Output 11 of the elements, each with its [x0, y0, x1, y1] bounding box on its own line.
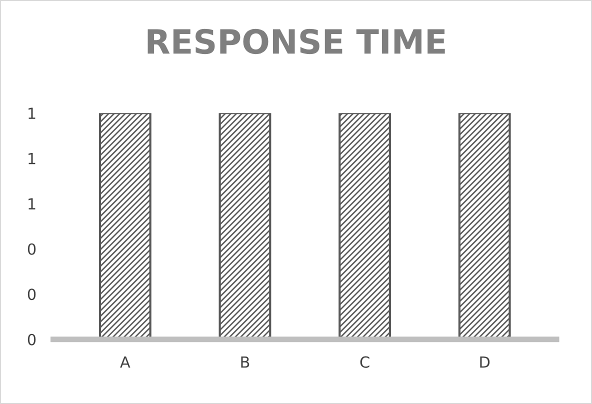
y-tick-label: 1	[28, 198, 36, 210]
chart-title: RESPONSE TIME	[148, 28, 445, 54]
x-tick-label: B	[241, 356, 250, 368]
x-tick-label: A	[120, 356, 130, 368]
y-tick-label: 0	[28, 288, 36, 300]
y-tick-label: 1	[28, 108, 36, 119]
y-tick-label: 0	[28, 334, 36, 346]
y-tick-label: 0	[28, 243, 36, 255]
x-tick-label: D	[480, 356, 490, 368]
x-tick-label: C	[360, 356, 370, 368]
y-tick-label: 1	[28, 153, 36, 164]
